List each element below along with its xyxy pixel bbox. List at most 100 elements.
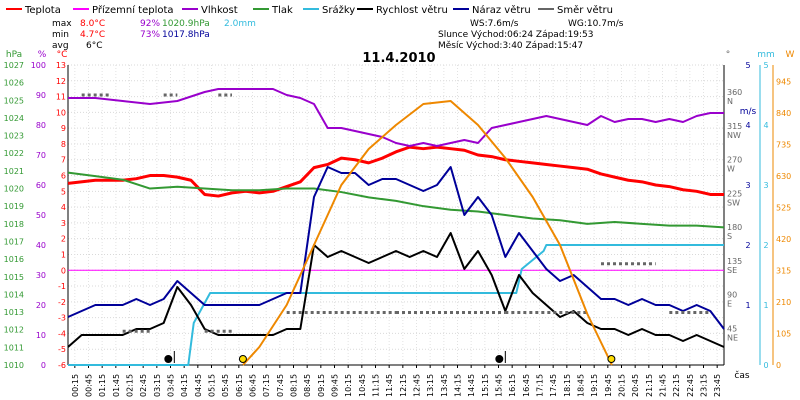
time-tick-label: 00:45 (85, 374, 94, 397)
time-tick-label: 16:15 (508, 374, 517, 397)
time-tick-label: 17:45 (549, 374, 558, 397)
c-tick-label: 9 (61, 124, 66, 133)
stats-max-temp: 8.0°C (80, 19, 105, 29)
w-tick-label: 420 (776, 235, 791, 244)
pct-tick-label: 10 (36, 331, 46, 340)
stats-max-hum: 92% (140, 19, 160, 29)
hpa-tick-label: 1015 (4, 273, 24, 282)
c-tick-label: 4 (61, 203, 66, 212)
w-tick-label: 210 (776, 298, 791, 307)
hpa-tick-label: 1021 (4, 167, 24, 176)
mm-tick-label: 5 (763, 61, 768, 70)
time-tick-label: 19:45 (604, 374, 613, 397)
stats-wg: WG:10.7m/s (568, 19, 624, 29)
mm-tick-label: 0 (763, 361, 768, 370)
time-tick-label: 03:45 (167, 374, 176, 397)
time-tick-label: 02:45 (139, 374, 148, 397)
time-tick-label: 06:15 (235, 374, 244, 397)
grid (68, 64, 724, 366)
time-tick-label: 02:15 (126, 374, 135, 397)
time-tick-label: 10:45 (358, 374, 367, 397)
time-tick-label: 13:15 (426, 374, 435, 397)
chart-title: 11.4.2010 (362, 51, 435, 66)
ms-tick-label: 2 (745, 241, 750, 250)
stats-avg-temp: 6°C (86, 41, 103, 51)
c-tick-label: -6 (58, 361, 66, 370)
hpa-tick-label: 1027 (4, 61, 24, 70)
hpa-tick-label: 1014 (4, 290, 24, 299)
time-tick-label: 22:45 (686, 374, 695, 397)
stats-ws: WS:7.6m/s (470, 19, 519, 29)
legend-label-vlhkost: Vlhkost (201, 5, 238, 16)
time-tick-label: 06:45 (249, 374, 258, 397)
time-tick-label: 20:15 (618, 374, 627, 397)
c-tick-label: 10 (56, 108, 66, 117)
series-tlak-line (67, 171, 725, 229)
mm-tick-label: 4 (763, 121, 768, 130)
hpa-tick-label: 1018 (4, 220, 24, 229)
time-tick-label: 12:45 (413, 374, 422, 397)
time-tick-label: 04:15 (180, 374, 189, 397)
pct-tick-label: 70 (36, 151, 46, 160)
deg-tick-label: 90 (727, 291, 737, 300)
dir-tick-label: E (727, 300, 732, 309)
time-tick-label: 11:15 (372, 374, 381, 397)
stats-max-rain: 2.0mm (224, 19, 256, 29)
w-tick-label: 105 (776, 330, 791, 339)
moon-rise-marker (164, 355, 173, 363)
legend-label-tlak: Tlak (271, 5, 293, 16)
series-srazky-line (68, 244, 724, 366)
stats-max-press: 1020.9hPa (162, 19, 210, 29)
axis-unit-labels: hPa % °C ° mm W m/s čas (6, 50, 795, 381)
c-tick-label: -3 (58, 314, 66, 323)
time-tick-label: 18:45 (577, 374, 586, 397)
c-tick-label: 5 (61, 187, 66, 196)
deg-tick-label: 270 (727, 156, 742, 165)
ms-tick-label: 5 (745, 61, 750, 70)
pct-tick-label: 60 (36, 181, 46, 190)
legend-label-teplota: Teplota (24, 5, 61, 16)
legend-label-prizemni-teplota: Přízemní teplota (92, 4, 174, 16)
pct-tick-label: 30 (36, 271, 46, 280)
deg-axis-label: ° (726, 50, 731, 60)
dir-tick-label: N (727, 97, 733, 106)
pct-tick-label: 0 (41, 361, 46, 370)
c-tick-label: 13 (56, 61, 66, 70)
hpa-tick-label: 1026 (4, 79, 24, 88)
sun-set-marker (607, 355, 616, 363)
pct-tick-label: 50 (36, 211, 46, 220)
time-tick-label: 14:45 (467, 374, 476, 397)
time-tick-label: 03:15 (153, 374, 162, 397)
c-tick-label: 7 (61, 156, 66, 165)
time-tick-label: 08:15 (290, 374, 299, 397)
legend-label-srazky: Srážky (322, 4, 355, 16)
w-tick-label: 525 (776, 204, 791, 213)
stats-max-label: max (52, 19, 72, 29)
c-tick-label: 11 (56, 93, 66, 102)
mm-tick-label: 2 (763, 241, 768, 250)
dir-tick-label: S (727, 232, 732, 241)
deg-tick-label: 225 (727, 189, 742, 198)
time-tick-label: 09:15 (317, 374, 326, 397)
series-vlhkost-line (68, 88, 724, 147)
hpa-tick-label: 1020 (4, 185, 24, 194)
moon-set-marker (495, 355, 504, 363)
hpa-tick-label: 1019 (4, 202, 24, 211)
time-tick-label: 18:15 (563, 374, 572, 397)
hpa-tick-label: 1022 (4, 149, 24, 158)
hpa-tick-label: 1017 (4, 237, 24, 246)
time-tick-label: 01:45 (112, 374, 121, 397)
c-tick-label: 3 (61, 219, 66, 228)
series-slunecni-zareni-line (242, 100, 613, 366)
hpa-tick-label: 1012 (4, 326, 24, 335)
time-tick-label: 15:45 (495, 374, 504, 397)
dir-tick-label: SE (727, 266, 737, 275)
stats-min-label: min (52, 30, 69, 40)
w-tick-label: 735 (776, 141, 791, 150)
time-tick-label: 05:45 (221, 374, 230, 397)
time-tick-label: 00:15 (71, 374, 80, 397)
time-tick-label: 20:45 (631, 374, 640, 397)
time-tick-label: 12:15 (399, 374, 408, 397)
w-tick-label: 945 (776, 78, 791, 87)
